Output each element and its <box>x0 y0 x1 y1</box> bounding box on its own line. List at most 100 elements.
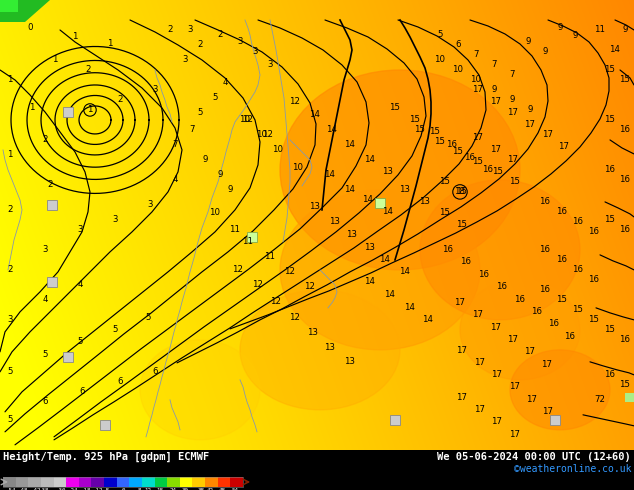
Text: 2: 2 <box>197 41 203 49</box>
Text: 16: 16 <box>482 166 493 174</box>
Text: 9: 9 <box>217 171 223 179</box>
Bar <box>53 477 66 487</box>
Text: 7: 7 <box>473 50 479 59</box>
Text: 9: 9 <box>526 37 531 47</box>
Text: 14: 14 <box>325 171 335 179</box>
Text: 15: 15 <box>557 295 567 304</box>
Text: 2: 2 <box>7 205 13 215</box>
Text: 5: 5 <box>77 337 83 346</box>
Text: 15: 15 <box>588 316 600 324</box>
Bar <box>29 477 41 487</box>
Text: 2: 2 <box>167 25 172 34</box>
Text: -48: -48 <box>18 488 29 490</box>
Text: 13: 13 <box>325 343 335 352</box>
Text: 17: 17 <box>524 121 536 129</box>
Text: 15: 15 <box>493 168 503 176</box>
Text: 12: 12 <box>145 488 152 490</box>
Bar <box>129 477 142 487</box>
Text: 10: 10 <box>257 130 268 140</box>
Text: 4: 4 <box>42 295 48 304</box>
Text: 0: 0 <box>121 488 125 490</box>
Text: 10: 10 <box>273 146 283 154</box>
Text: 16: 16 <box>557 255 567 265</box>
Text: 9: 9 <box>573 31 578 41</box>
Text: 16: 16 <box>619 125 630 134</box>
Text: 16: 16 <box>564 332 576 342</box>
Text: 14: 14 <box>384 291 396 299</box>
Bar <box>375 198 385 208</box>
Bar <box>180 477 193 487</box>
Bar <box>167 477 180 487</box>
Text: 15: 15 <box>456 187 467 196</box>
Text: 1: 1 <box>52 55 58 65</box>
Text: 4: 4 <box>172 175 178 184</box>
Text: 16: 16 <box>540 245 550 254</box>
Text: 2: 2 <box>42 135 48 145</box>
Text: 5: 5 <box>197 108 203 118</box>
Text: 17: 17 <box>559 143 569 151</box>
Text: 3: 3 <box>7 316 13 324</box>
Text: 2: 2 <box>85 66 91 74</box>
Ellipse shape <box>280 190 480 350</box>
Bar <box>16 477 29 487</box>
Text: 16: 16 <box>588 275 600 284</box>
Text: 15: 15 <box>453 147 463 156</box>
Text: 16: 16 <box>619 175 630 184</box>
Text: 18: 18 <box>157 488 164 490</box>
Text: 13: 13 <box>347 230 358 240</box>
Text: 16: 16 <box>443 245 453 254</box>
Ellipse shape <box>460 280 580 380</box>
Text: 15: 15 <box>604 116 616 124</box>
Bar <box>230 477 243 487</box>
Text: 13: 13 <box>399 185 410 195</box>
Text: 24: 24 <box>169 488 176 490</box>
Text: 16: 16 <box>619 335 630 344</box>
Text: 13: 13 <box>309 202 321 211</box>
Text: 5: 5 <box>145 314 151 322</box>
Text: 12: 12 <box>271 297 281 306</box>
Text: 9: 9 <box>623 25 628 34</box>
Text: 12: 12 <box>242 116 254 124</box>
Text: 7: 7 <box>509 71 515 79</box>
Bar <box>193 477 205 487</box>
Text: 10: 10 <box>453 66 463 74</box>
Text: 16: 16 <box>460 257 472 267</box>
Text: 16: 16 <box>531 307 543 317</box>
Bar <box>0 0 18 12</box>
Text: 11: 11 <box>595 25 605 34</box>
Text: 17: 17 <box>510 430 521 440</box>
Text: 5: 5 <box>42 350 48 359</box>
Text: 14: 14 <box>609 46 621 54</box>
Text: 17: 17 <box>491 98 501 106</box>
Text: 14: 14 <box>404 303 415 313</box>
Text: 15: 15 <box>410 116 420 124</box>
Text: -24: -24 <box>68 488 79 490</box>
Text: 2: 2 <box>117 96 123 104</box>
Text: -12: -12 <box>93 488 103 490</box>
Text: 17: 17 <box>526 395 538 404</box>
Text: 17: 17 <box>472 310 484 319</box>
Text: 3: 3 <box>152 85 158 95</box>
Bar <box>100 420 110 430</box>
Text: 12: 12 <box>252 280 264 290</box>
Text: 14: 14 <box>327 125 337 134</box>
Text: 10: 10 <box>470 75 481 84</box>
Text: 42: 42 <box>207 488 214 490</box>
Text: 4: 4 <box>77 280 83 290</box>
Text: 72: 72 <box>595 395 605 404</box>
Bar <box>217 477 230 487</box>
Text: 16: 16 <box>604 370 616 379</box>
Text: 11: 11 <box>230 225 240 234</box>
Ellipse shape <box>510 350 610 430</box>
Text: 17: 17 <box>543 130 553 140</box>
Text: 54: 54 <box>231 488 238 490</box>
Text: 17: 17 <box>510 382 521 392</box>
Text: 48: 48 <box>219 488 226 490</box>
Text: 14: 14 <box>309 110 321 120</box>
Text: 38: 38 <box>198 488 205 490</box>
Text: 15: 15 <box>472 157 484 167</box>
Text: 2: 2 <box>48 180 53 190</box>
Text: 7: 7 <box>172 141 178 149</box>
Text: 12: 12 <box>233 266 243 274</box>
Text: 3: 3 <box>112 216 118 224</box>
